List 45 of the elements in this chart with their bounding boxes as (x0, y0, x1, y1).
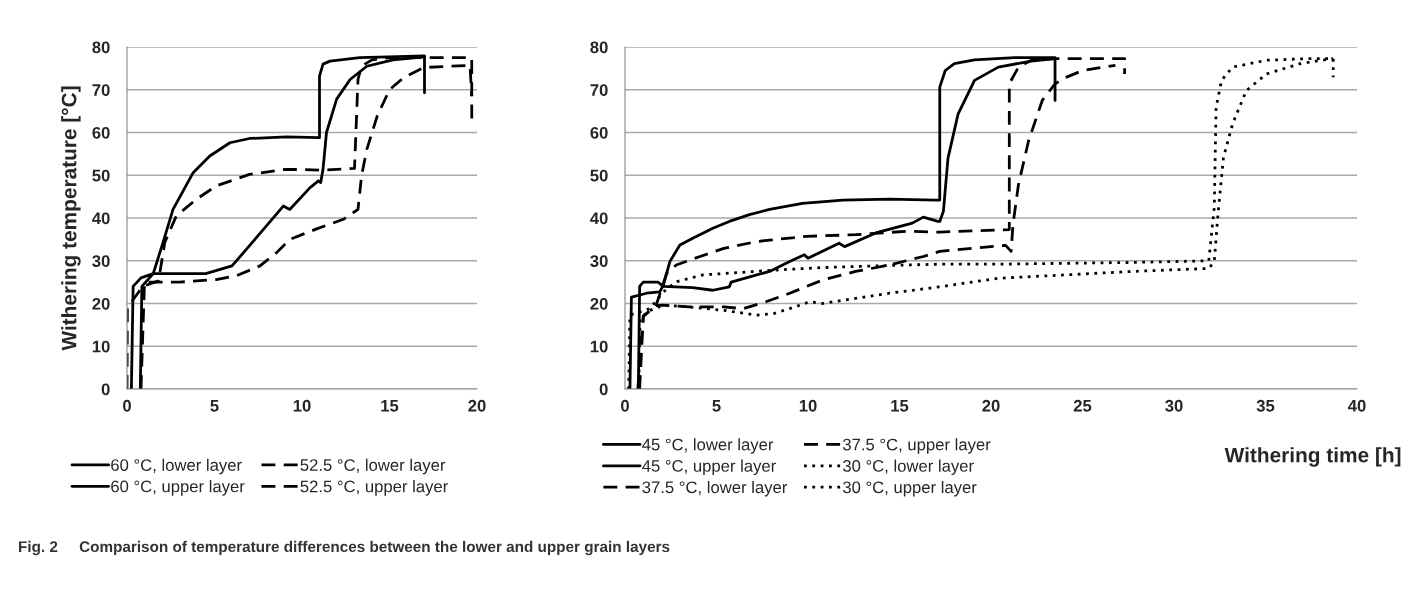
y-axis-title: Withering temperature [°C] (61, 86, 81, 351)
y-tick-label: 70 (92, 84, 110, 96)
legend-label: 30 °C, lower layer (842, 459, 974, 476)
x-tick-label: 40 (1347, 399, 1366, 412)
legend-label: 52.5 °C, upper layer (300, 480, 448, 496)
legend-label: 60 °C, lower layer (111, 458, 242, 475)
x-tick-label: 30 (1165, 399, 1183, 412)
x-tick-label: 35 (1256, 399, 1275, 412)
y-tick-label: 20 (590, 297, 608, 310)
legend-label: 37.5 °C, lower layer (642, 480, 788, 497)
x-axis-title: Withering time [h] (1224, 447, 1401, 467)
y-tick-label: 50 (92, 169, 110, 182)
x-tick-label: 20 (982, 399, 1000, 412)
x-tick-label: 25 (1073, 399, 1092, 412)
y-tick-label: 80 (590, 41, 608, 54)
y-tick-label: 30 (590, 255, 608, 267)
x-tick-label: 15 (381, 400, 399, 412)
y-tick-label: 60 (590, 126, 608, 139)
y-tick-label: 10 (590, 340, 608, 353)
x-tick-label: 0 (621, 399, 629, 412)
x-tick-label: 5 (210, 400, 219, 412)
x-tick-label: 10 (293, 399, 311, 412)
y-tick-label: 10 (92, 340, 110, 353)
y-tick-label: 0 (599, 383, 608, 396)
x-tick-label: 15 (891, 400, 909, 412)
caption: Fig. 2 Comparison of temperature differences between the lower and upper grain layers (19, 540, 670, 556)
legend-label: 45 °C, lower layer (642, 438, 774, 454)
legend-label: 52.5 °C, lower layer (300, 458, 446, 475)
y-tick-label: 60 (92, 126, 110, 139)
y-tick-label: 30 (92, 255, 110, 267)
y-tick-label: 70 (590, 84, 608, 96)
legend-label: 30 °C, upper layer (842, 480, 977, 497)
x-tick-label: 10 (799, 399, 817, 412)
y-tick-label: 40 (590, 212, 608, 225)
x-tick-label: 20 (468, 399, 486, 412)
legend-label: 60 °C, upper layer (111, 480, 245, 496)
x-tick-label: 5 (712, 400, 721, 412)
x-tick-label: 0 (123, 399, 131, 412)
legend-label: 45 °C, upper layer (642, 459, 776, 476)
y-tick-label: 50 (590, 169, 608, 182)
y-tick-label: 20 (92, 297, 110, 310)
legend-label: 37.5 °C, upper layer (842, 438, 991, 454)
y-tick-label: 0 (101, 383, 110, 396)
y-tick-label: 40 (92, 212, 110, 225)
y-tick-label: 80 (92, 41, 110, 54)
